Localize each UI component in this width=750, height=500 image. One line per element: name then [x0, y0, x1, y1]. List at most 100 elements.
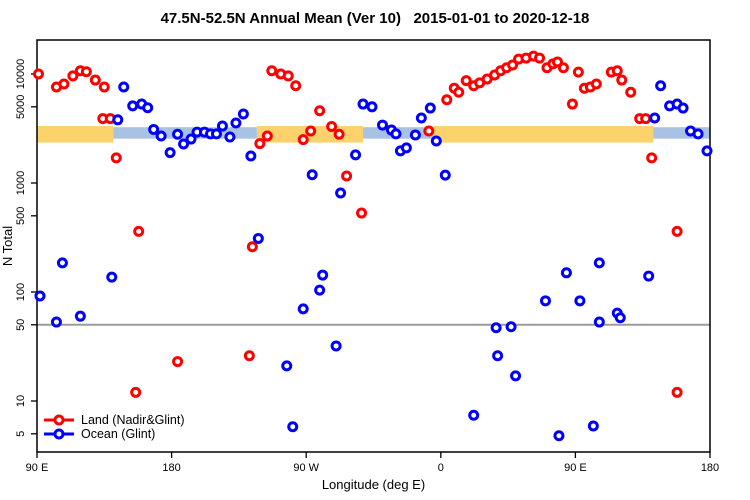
data-point: [677, 102, 689, 114]
y-tick-label: 10: [15, 395, 27, 407]
data-point: [468, 409, 480, 421]
land-series-points: [32, 50, 683, 398]
y-tick-label: 5: [15, 431, 27, 437]
data-point: [590, 78, 602, 90]
x-tick-label: 90 E: [564, 462, 587, 474]
data-point: [409, 129, 421, 141]
ocean-mean-band: [653, 127, 710, 139]
plot-border: [36, 39, 711, 453]
data-point: [306, 169, 318, 181]
data-point: [655, 80, 667, 92]
data-point: [390, 128, 402, 140]
data-point: [593, 257, 605, 269]
data-point: [335, 187, 347, 199]
data-point: [551, 56, 563, 68]
data-point: [326, 120, 338, 132]
data-point: [243, 350, 255, 362]
legend-marker: [53, 414, 65, 426]
data-point: [112, 114, 124, 126]
data-point: [692, 128, 704, 140]
data-point: [453, 86, 465, 98]
x-axis: 90 E 180 90 W 0 90 E 180 Longitude (deg E): [26, 452, 719, 492]
data-point: [305, 125, 317, 137]
data-point: [441, 94, 453, 106]
y-tick-label: 50: [15, 319, 27, 331]
data-point: [98, 81, 110, 93]
data-point: [430, 135, 442, 147]
data-point: [172, 356, 184, 368]
y-tick-label: 10000: [15, 59, 27, 90]
y-tick-label: 1000: [15, 171, 27, 195]
data-point: [110, 152, 122, 164]
ocean-mean-band: [113, 127, 257, 139]
data-point: [216, 120, 228, 132]
data-point: [649, 112, 661, 124]
data-point: [245, 150, 257, 162]
y-tick-label: 100: [15, 283, 27, 301]
data-point: [415, 112, 427, 124]
x-tick-label: 180: [162, 462, 180, 474]
y-tick-label: 500: [15, 207, 27, 225]
data-point: [80, 66, 92, 78]
data-point: [553, 430, 565, 442]
data-point: [74, 310, 86, 322]
data-point: [67, 70, 79, 82]
data-point: [50, 316, 62, 328]
land-mean-band: [37, 126, 114, 143]
data-point: [178, 138, 190, 150]
legend-label: Ocean (Glint): [81, 427, 155, 441]
data-point: [142, 102, 154, 114]
data-point: [164, 147, 176, 159]
data-point: [224, 131, 236, 143]
data-point: [572, 66, 584, 78]
data-point: [640, 113, 652, 125]
y-axis-title: N Total: [0, 226, 15, 266]
data-point: [341, 170, 353, 182]
data-point: [314, 284, 326, 296]
data-point: [266, 65, 278, 77]
data-point: [534, 52, 546, 64]
data-point: [701, 145, 713, 157]
x-tick-label: 90 E: [26, 462, 49, 474]
y-axis: 5 10 50 100 500 1000 5000 10000 N Total: [0, 59, 37, 437]
data-point: [281, 360, 293, 372]
data-point: [127, 100, 139, 112]
data-point: [254, 138, 266, 150]
data-point: [646, 152, 658, 164]
data-point: [297, 303, 309, 315]
data-point: [423, 125, 435, 137]
data-point: [148, 123, 160, 135]
data-point: [172, 128, 184, 140]
data-point: [671, 386, 683, 398]
mean-bands: [37, 126, 710, 143]
data-point: [643, 270, 655, 282]
data-point: [282, 70, 294, 82]
data-point: [376, 119, 388, 131]
data-point: [424, 102, 436, 114]
data-point: [237, 108, 249, 120]
data-point: [616, 74, 628, 86]
data-point: [557, 62, 569, 74]
data-point: [58, 78, 70, 90]
legend-marker: [53, 428, 65, 440]
data-point: [133, 225, 145, 237]
data-point: [106, 271, 118, 283]
data-point: [330, 340, 342, 352]
data-point: [317, 269, 329, 281]
data-point: [490, 322, 502, 334]
data-point: [287, 421, 299, 433]
data-point: [185, 133, 197, 145]
data-point: [290, 80, 302, 92]
data-point: [507, 59, 519, 71]
x-tick-label: 180: [701, 462, 719, 474]
data-point: [333, 128, 345, 140]
data-point: [505, 321, 517, 333]
legend: Land (Nadir&Glint)Ocean (Glint): [44, 413, 185, 441]
y-tick-label: 5000: [15, 95, 27, 119]
legend-label: Land (Nadir&Glint): [81, 413, 185, 427]
data-point: [356, 207, 368, 219]
data-point: [611, 65, 623, 77]
data-point: [510, 370, 522, 382]
